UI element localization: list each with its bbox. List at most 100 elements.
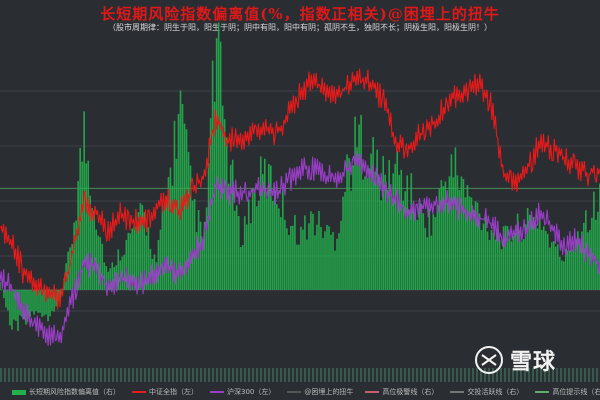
deviation-bar bbox=[460, 176, 463, 290]
deviation-bar bbox=[436, 204, 439, 290]
timeline-tick bbox=[20, 368, 22, 382]
deviation-bar bbox=[117, 249, 120, 290]
deviation-bar bbox=[562, 261, 565, 290]
timeline-tick bbox=[248, 368, 250, 382]
timeline-tick bbox=[168, 368, 170, 382]
deviation-bar bbox=[583, 222, 585, 290]
deviation-bar bbox=[135, 226, 138, 290]
deviation-bar bbox=[95, 229, 98, 290]
deviation-bar bbox=[296, 244, 298, 290]
deviation-bar bbox=[290, 225, 292, 290]
timeline-tick bbox=[120, 368, 122, 382]
deviation-bar bbox=[406, 175, 409, 290]
deviation-bar bbox=[528, 214, 531, 290]
deviation-bar bbox=[370, 153, 372, 290]
deviation-bar bbox=[155, 262, 158, 290]
legend-label: 中证全指（左） bbox=[149, 388, 198, 396]
timeline-tick bbox=[304, 368, 306, 382]
deviation-bar bbox=[73, 222, 75, 290]
deviation-bar bbox=[374, 171, 376, 290]
timeline-tick bbox=[512, 368, 514, 382]
timeline-tick bbox=[448, 368, 450, 382]
deviation-bar bbox=[167, 177, 170, 290]
deviation-bar bbox=[229, 164, 232, 290]
timeline-tick bbox=[516, 368, 518, 382]
timeline-tick bbox=[72, 368, 74, 382]
timeline-tick bbox=[560, 368, 562, 382]
timeline-tick bbox=[360, 368, 362, 382]
timeline-tick bbox=[500, 368, 502, 382]
deviation-bar bbox=[300, 226, 302, 290]
deviation-bar bbox=[31, 289, 33, 312]
timeline-tick bbox=[156, 368, 158, 382]
deviation-bar bbox=[364, 176, 366, 290]
deviation-bar bbox=[556, 244, 559, 290]
deviation-bar bbox=[217, 22, 220, 290]
timeline-tick bbox=[224, 368, 226, 382]
deviation-bar bbox=[9, 289, 11, 326]
timeline-tick bbox=[116, 368, 118, 382]
deviation-bar bbox=[390, 193, 393, 290]
deviation-bar bbox=[330, 234, 332, 290]
deviation-bar bbox=[205, 207, 208, 290]
deviation-bar bbox=[392, 173, 395, 290]
deviation-bar bbox=[514, 232, 517, 290]
deviation-bar bbox=[546, 233, 549, 290]
deviation-bar bbox=[496, 228, 499, 290]
timeline-tick bbox=[172, 368, 174, 382]
deviation-bar bbox=[51, 289, 53, 311]
timeline-tick bbox=[284, 368, 286, 382]
deviation-bar bbox=[484, 215, 487, 290]
deviation-bar bbox=[338, 233, 340, 290]
deviation-bar bbox=[276, 204, 278, 290]
timeline-tick bbox=[36, 368, 38, 382]
timeline-tick bbox=[464, 368, 466, 382]
deviation-bar bbox=[396, 150, 399, 290]
deviation-bar bbox=[75, 220, 77, 290]
deviation-bar bbox=[47, 289, 49, 322]
deviation-bar bbox=[384, 174, 386, 290]
deviation-bar bbox=[105, 265, 108, 290]
timeline-tick bbox=[124, 368, 126, 382]
deviation-bar bbox=[201, 239, 204, 290]
deviation-bar bbox=[589, 229, 591, 290]
legend-swatch bbox=[132, 391, 146, 393]
deviation-bar bbox=[189, 165, 192, 290]
deviation-bar bbox=[99, 237, 102, 290]
timeline-tick bbox=[92, 368, 94, 382]
deviation-bar bbox=[259, 156, 262, 290]
deviation-bar bbox=[438, 188, 441, 290]
deviation-bar bbox=[241, 245, 244, 290]
deviation-bar bbox=[175, 158, 178, 290]
timeline-tick bbox=[276, 368, 278, 382]
deviation-bar bbox=[101, 243, 104, 290]
deviation-bar bbox=[566, 250, 569, 290]
timeline-tick bbox=[364, 368, 366, 382]
deviation-bar bbox=[85, 163, 87, 290]
timeline-tick bbox=[132, 368, 134, 382]
timeline-tick bbox=[488, 368, 490, 382]
deviation-bar bbox=[458, 190, 461, 290]
deviation-bar bbox=[376, 149, 378, 290]
deviation-bar bbox=[27, 289, 29, 316]
timeline-tick bbox=[240, 368, 242, 382]
timeline-tick bbox=[292, 368, 294, 382]
deviation-bar bbox=[558, 256, 561, 290]
deviation-bar bbox=[87, 160, 89, 290]
deviation-bar bbox=[372, 137, 374, 290]
timeline-tick bbox=[524, 368, 526, 382]
deviation-bar bbox=[464, 197, 467, 290]
deviation-bar bbox=[159, 229, 162, 290]
timeline-tick bbox=[68, 368, 70, 382]
timeline-tick bbox=[88, 368, 90, 382]
deviation-bar bbox=[0, 282, 1, 290]
deviation-bar bbox=[358, 124, 360, 290]
chart-subtitle: （股市周期律：阴生于阳，阳生于阴；阴中有阳，阳中有阴；孤阴不生，独阳不长；阴极生… bbox=[108, 23, 492, 32]
csi300-line bbox=[0, 150, 600, 346]
deviation-bar bbox=[538, 217, 541, 290]
deviation-bar bbox=[418, 200, 421, 290]
timeline-tick bbox=[496, 368, 498, 382]
deviation-bar bbox=[368, 168, 370, 290]
deviation-bar bbox=[492, 232, 495, 290]
